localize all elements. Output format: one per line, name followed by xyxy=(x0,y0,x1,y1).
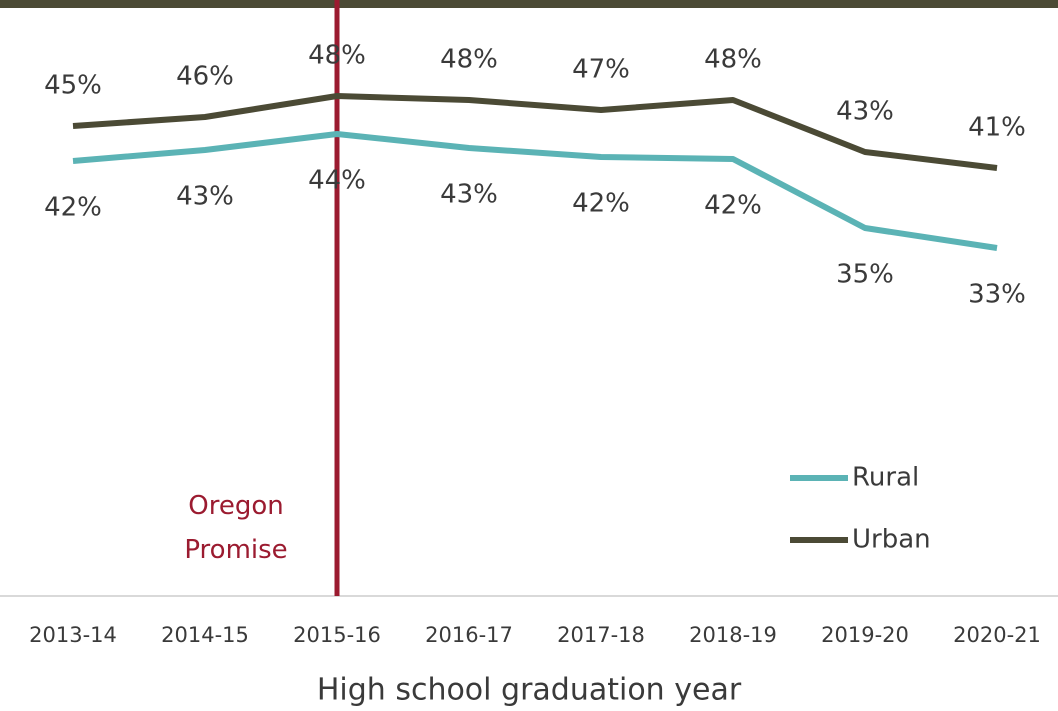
legend-label: Urban xyxy=(852,525,931,555)
legend-label: Rural xyxy=(852,463,919,493)
x-tick-label: 2016-17 xyxy=(425,623,513,647)
data-label: 41% xyxy=(968,113,1026,143)
data-label: 44% xyxy=(308,166,366,196)
x-tick-label: 2015-16 xyxy=(293,623,381,647)
data-label: 35% xyxy=(836,260,894,290)
data-label: 43% xyxy=(836,97,894,127)
data-label: 48% xyxy=(440,45,498,75)
x-tick-label: 2020-21 xyxy=(953,623,1041,647)
top-bar xyxy=(0,0,1058,8)
data-label: 46% xyxy=(176,62,234,92)
data-label: 43% xyxy=(440,180,498,210)
data-label: 47% xyxy=(572,55,630,85)
x-tick-label: 2014-15 xyxy=(161,623,249,647)
annotation: Oregon Promise xyxy=(184,491,288,565)
x-axis-title: High school graduation year xyxy=(317,673,742,708)
data-line xyxy=(72,131,998,251)
data-label: 33% xyxy=(968,280,1026,310)
data-label: 42% xyxy=(572,189,630,219)
x-tick-label: 2017-18 xyxy=(557,623,645,647)
x-tick-label: 2019-20 xyxy=(821,623,909,647)
data-label: 45% xyxy=(44,71,102,101)
data-label: 43% xyxy=(176,182,234,212)
data-label: 48% xyxy=(308,41,366,71)
x-tick-label: 2018-19 xyxy=(689,623,777,647)
data-line xyxy=(72,93,998,171)
data-label: 48% xyxy=(704,45,762,75)
data-label: 42% xyxy=(704,191,762,221)
x-tick-label: 2013-14 xyxy=(29,623,117,647)
data-label: 42% xyxy=(44,193,102,223)
